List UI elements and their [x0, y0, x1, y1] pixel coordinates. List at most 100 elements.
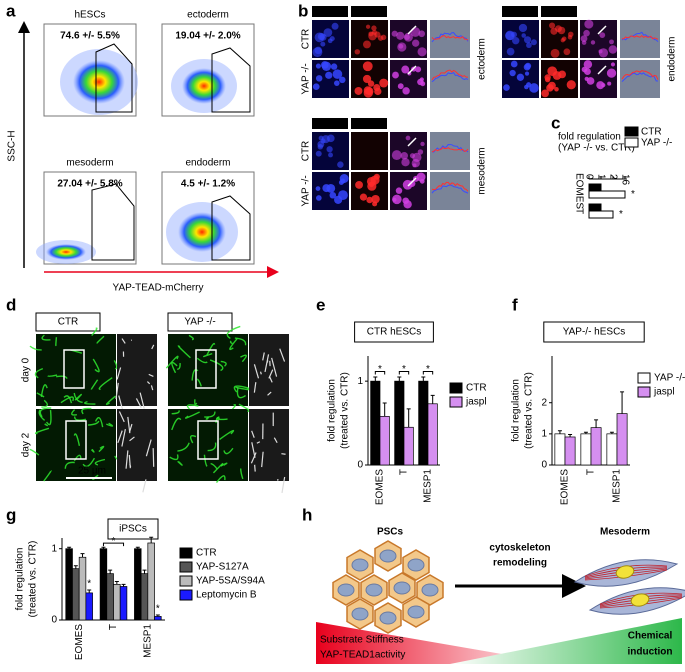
error-bar	[583, 431, 588, 434]
legend-label: YAP-5SA/S94A	[196, 576, 265, 587]
nucleus	[326, 134, 335, 143]
significance: *	[378, 364, 382, 375]
nucleus	[315, 75, 323, 82]
category-label: T	[586, 469, 597, 475]
nucleus	[518, 23, 528, 33]
stain-header	[312, 118, 348, 129]
nucleus	[609, 39, 614, 45]
title-box	[354, 321, 434, 343]
nucleus	[509, 69, 516, 77]
zoom-image	[249, 409, 289, 481]
y-tick-label: 1	[541, 428, 547, 439]
zoom-fiber	[267, 391, 272, 396]
bar	[394, 380, 405, 466]
nucleus	[315, 186, 321, 191]
nucleus	[524, 84, 529, 90]
bar	[588, 203, 602, 212]
error-bar	[430, 394, 435, 404]
cell-nucleus	[615, 565, 635, 579]
legend-label: YAP-S127A	[196, 562, 249, 573]
zoom-fiber	[139, 392, 145, 409]
actin-fiber	[87, 420, 100, 426]
stain-header	[351, 118, 387, 129]
gradient-label: induction	[628, 647, 673, 658]
nucleus	[599, 32, 606, 39]
category-label: MESP1	[142, 624, 153, 658]
actin-fiber	[238, 403, 251, 412]
panel-label: b	[298, 1, 308, 20]
category-label: T	[573, 208, 584, 214]
category-label: EOMES	[560, 469, 571, 505]
cell-nucleus	[379, 611, 397, 625]
error-bar	[73, 565, 78, 569]
nucleus	[312, 83, 320, 91]
chart-title: iPSCs	[119, 524, 147, 535]
category-label: MESP1	[423, 469, 434, 503]
cell-nucleus	[407, 605, 425, 619]
zoom-fiber	[135, 398, 142, 408]
nucleus	[402, 87, 410, 95]
cell-nucleus	[407, 558, 425, 572]
nucleus	[340, 178, 346, 184]
nucleus	[366, 176, 376, 187]
nucleus	[606, 68, 617, 78]
zoom-fiber	[271, 357, 278, 377]
plot-title: mesoderm	[66, 158, 113, 169]
nucleus	[584, 19, 594, 29]
error-bar	[108, 569, 113, 574]
actin-fiber	[215, 475, 226, 483]
y-axis-label: (treated vs. CTR)	[28, 541, 39, 618]
nucleus	[337, 161, 344, 168]
micrograph	[351, 132, 388, 170]
bar	[154, 616, 162, 621]
nucleus	[371, 194, 380, 204]
error-bar	[135, 546, 140, 549]
bar	[588, 210, 614, 219]
actin-fiber	[194, 399, 198, 405]
bar	[99, 548, 108, 621]
actin-fiber	[216, 416, 228, 421]
row-label: day 0	[21, 357, 32, 382]
nucleus	[516, 73, 525, 81]
zoom-image	[249, 334, 289, 406]
nucleus	[326, 146, 333, 153]
nucleus	[366, 196, 373, 204]
significance: *	[138, 559, 142, 570]
actin-fiber	[90, 379, 99, 390]
actin-fiber	[177, 345, 191, 359]
bar	[119, 586, 128, 621]
nucleus	[404, 34, 410, 40]
actin-fiber	[171, 361, 178, 374]
significance-bracket	[422, 371, 434, 375]
nucleus	[315, 63, 321, 69]
bar	[580, 433, 592, 466]
x-tick-label: 2	[607, 174, 618, 180]
profile-line	[431, 35, 469, 41]
nucleus	[312, 47, 323, 58]
actin-fiber	[43, 469, 52, 482]
nucleus	[373, 83, 381, 91]
profile-line	[431, 72, 469, 83]
nucleus	[377, 35, 384, 41]
nucleus	[530, 39, 537, 46]
cell-nucleus	[393, 581, 411, 595]
density-core	[73, 60, 125, 104]
nucleus	[317, 32, 326, 41]
x-axis-label: YAP-TEAD-mCherry	[113, 283, 204, 294]
nucleus	[354, 86, 363, 95]
nucleus	[568, 31, 574, 38]
actin-fiber	[34, 367, 44, 379]
y-tick-label: 1	[357, 376, 363, 387]
nucleus	[596, 81, 605, 90]
category-label: T	[108, 624, 119, 630]
error-bar	[101, 546, 106, 549]
nucleus	[581, 40, 587, 45]
legend-label: CTR	[196, 548, 217, 559]
actin-fiber	[188, 334, 194, 341]
zoom-fiber	[253, 364, 260, 379]
nucleus	[601, 83, 606, 88]
significance-bracket	[398, 371, 410, 375]
density-core	[46, 244, 86, 260]
cell-nucleus	[365, 583, 383, 597]
